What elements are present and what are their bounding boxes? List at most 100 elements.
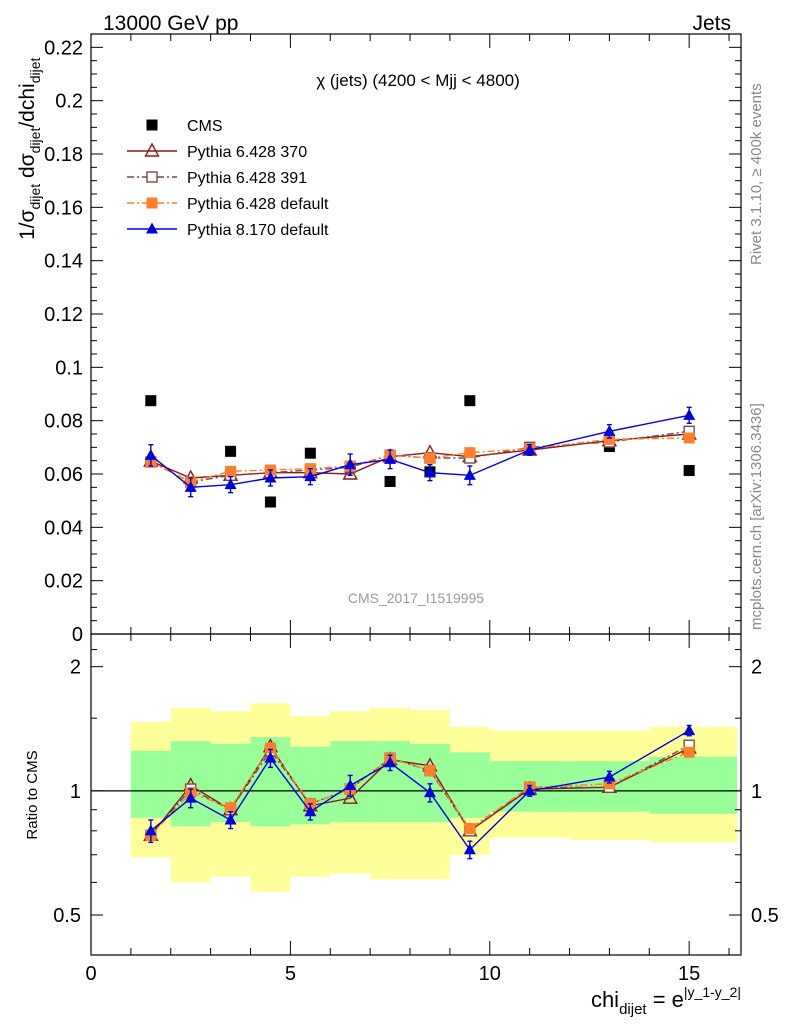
legend-entry: Pythia 6.428 391 [127,170,307,187]
main-ytick-label: 0.04 [44,517,83,539]
legend-entry: Pythia 6.428 default [127,196,329,213]
ratio-ylabel: Ratio to CMS [24,750,41,839]
ratio-point [464,823,476,835]
main-series-0 [145,395,695,508]
main-point [424,452,436,464]
main-point [683,465,695,477]
main-point [264,471,277,483]
ratio-band-inner [649,756,738,814]
ratio-series-3 [144,724,696,860]
ratio-series-line [150,729,690,851]
main-point [523,443,536,455]
main-series-line [150,414,690,489]
header-process: 13000 GeV pp [103,12,238,35]
main-ytick-label: 0.08 [44,411,83,433]
main-ytick-label: 0 [72,624,83,646]
main-ylabel: 1/σdijet dσdijet/dchidijet [16,58,43,240]
legend-marker [146,171,158,183]
ratio-ytick-label-right: 0.5 [751,905,779,927]
main-ytick-label: 0.16 [44,197,83,219]
ratio-point [224,813,237,825]
main-point [683,408,696,420]
ratio-point [683,746,695,758]
legend-label: Pythia 8.170 default [187,222,329,239]
legend-label: CMS [187,118,223,135]
main-title: χ (jets) (4200 < Mjj < 4800) [316,71,520,90]
main-point [225,445,237,457]
legend-entry: Pythia 6.428 370 [127,142,307,161]
ratio-band-inner [130,750,171,818]
ratio-band-inner [449,752,490,818]
ratio-panel: 0.5 0.5 1 1 2 2 0 5 10 15 Ratio to CMS chidijet = e… [24,633,779,1018]
main-ytick-label: 0.02 [44,571,83,593]
main-point [423,466,436,478]
rivet-version-label: Rivet 3.1.10, ≥ 400k events [748,83,765,265]
mcplots-label: mcplots.cern.ch [arXiv:1306.3436] [748,403,765,630]
main-series-4 [144,406,696,498]
ratio-ytick-label-right: 2 [751,657,762,679]
legend-marker [146,222,158,234]
ratio-xtick-label: 0 [85,963,96,985]
ratio-point [304,805,317,817]
ratio-point [264,742,276,754]
main-point [264,496,276,508]
main-point [464,447,476,459]
main-point [145,395,157,407]
analysis-watermark: CMS_2017_I1519995 [348,590,484,606]
ratio-point [342,789,358,804]
ratio-ytick-label: 1 [70,781,81,803]
ratio-ytick-label-right: 1 [751,781,762,803]
legend-marker [146,197,158,209]
main-point [384,452,397,464]
main-ytick-label: 0.2 [55,91,83,113]
ratio-point [603,778,615,790]
legend-marker [144,142,160,157]
main-ytick-label: 0.06 [44,464,83,486]
ratio-point [523,784,536,796]
ratio-point [384,756,397,768]
main-point [225,465,237,477]
ratio-xtick-label: 5 [285,963,296,985]
ratio-ytick-label: 0.5 [53,905,81,927]
main-ytick-label: 0.1 [55,357,83,379]
ratio-point [683,724,696,736]
legend-label: Pythia 6.428 default [187,196,329,213]
ratio-point [463,843,476,855]
legend-entry: Pythia 8.170 default [127,222,329,239]
ratio-point [424,765,436,777]
main-ytick-label: 0.12 [44,304,83,326]
main-ytick-label: 0.18 [44,144,83,166]
ratio-ytick-label: 2 [70,657,81,679]
ratio-point [423,786,436,798]
ratio-series-line [150,746,690,836]
main-point [464,395,476,407]
main-point [603,424,616,436]
main-point [463,468,476,480]
main-point [184,480,197,492]
ratio-xlabel: chidijet = e|y_1-y_2| [591,984,741,1018]
main-point [344,458,357,470]
ratio-point [344,779,357,791]
legend-label: Pythia 6.428 370 [187,144,307,161]
legend-entry: CMS [146,118,223,135]
main-point [144,448,157,460]
main-panel: 0 0.02 0.04 0.06 0.08 0.1 0.12 0.14 0.16 0.18 0.2 0… [16,33,742,646]
main-ytick-label: 0.14 [44,251,83,273]
main-point [304,447,316,459]
legend-label: Pythia 6.428 391 [187,170,307,187]
main-point [384,475,396,487]
legend-marker [146,119,158,131]
ratio-point [264,751,277,763]
main-ytick-label: 0.22 [44,37,83,59]
ratio-point [184,791,197,803]
main-point [224,478,237,490]
ratio-xtick-label: 10 [479,963,501,985]
ratio-xtick-label: 15 [678,963,700,985]
ratio-point [225,802,237,814]
ratio-frame [90,633,742,956]
ratio-point [144,824,157,836]
ratio-point [603,770,616,782]
header-category: Jets [692,12,731,35]
main-point [304,470,317,482]
